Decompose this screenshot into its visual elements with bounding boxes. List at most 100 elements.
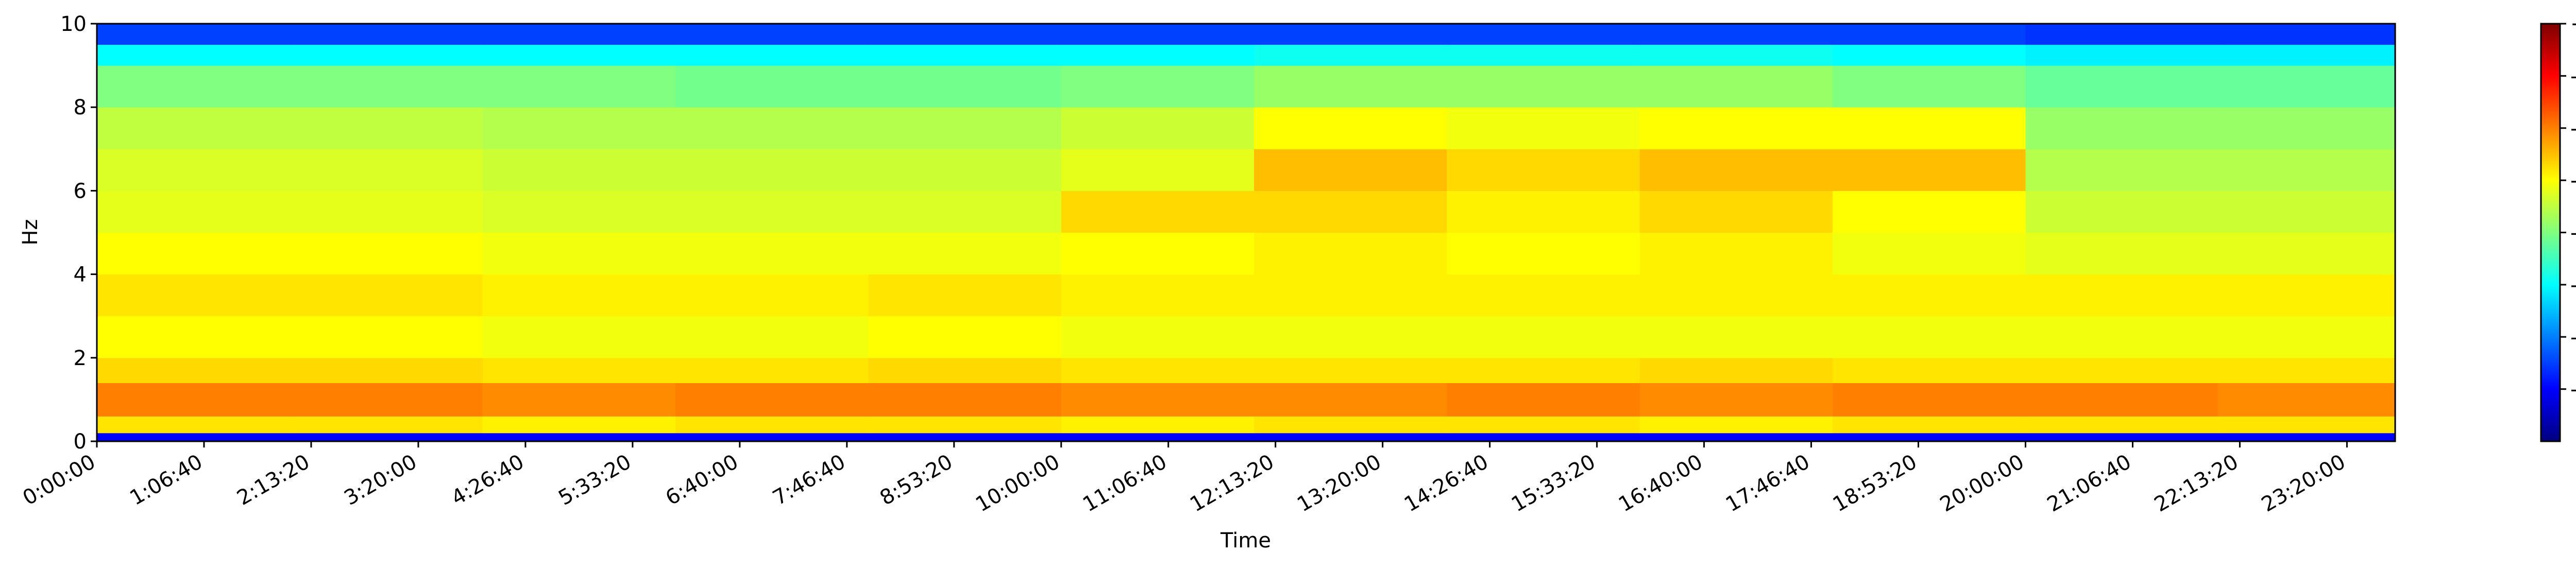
cell [868,149,1062,191]
cell [675,357,869,383]
cell [1254,44,1447,66]
cell [482,433,676,442]
cell [2025,416,2219,434]
cell [1639,191,1833,233]
cell [97,107,290,149]
cell [2025,316,2219,358]
cell [868,107,1062,149]
x-tick-label: 10:00:00 [972,450,1064,517]
x-tick-label: 12:13:20 [1186,450,1278,517]
cell [2025,357,2219,383]
cell [675,232,869,275]
cell [2218,316,2396,358]
cell [482,357,676,383]
cell [1447,416,1640,434]
x-tick-label: 2:13:20 [233,450,314,510]
cell [1061,316,1255,358]
cell [1639,383,1833,417]
cell [97,232,290,275]
cell [1833,416,2026,434]
cell [1061,383,1255,417]
cell [482,24,676,45]
x-tick-label: 15:33:20 [1507,450,1600,517]
colorbar-tick-label: -50 dB [2570,273,2576,297]
cell [1254,149,1447,191]
x-tick-label: 3:20:00 [340,450,421,510]
cell [1254,191,1447,233]
cell [1254,416,1447,434]
cell [675,44,869,66]
cell [290,416,483,434]
cell [290,24,483,45]
cell [2218,232,2396,275]
cell [290,433,483,442]
cell [97,44,290,66]
cell [2218,24,2396,45]
cell [1639,107,1833,149]
cell [1447,65,1640,108]
cell [1254,433,1447,442]
cell [97,433,290,442]
x-tick-label: 18:53:20 [1829,450,1921,517]
cell [1833,44,2026,66]
cell [675,24,869,45]
cell [1061,24,1255,45]
colorbar-tick-label: -40 dB [2570,221,2576,245]
cell [1639,416,1833,434]
cell [290,107,483,149]
cell [1639,65,1833,108]
cell [97,274,290,317]
cell [290,274,483,317]
cell [97,357,290,383]
cell [482,149,676,191]
cell [1447,316,1640,358]
cell [482,274,676,317]
cell [1254,357,1447,383]
x-tick-label: 14:26:40 [1400,450,1493,517]
y-axis-label: Hz [19,219,42,245]
cell [868,191,1062,233]
x-tick-label: 22:13:20 [2150,450,2243,517]
cell [482,191,676,233]
cell [1833,65,2026,108]
cell [482,383,676,417]
cell [1061,65,1255,108]
cell [1639,232,1833,275]
cell [1447,24,1640,45]
cell [1833,316,2026,358]
cell [1639,149,1833,191]
cell [868,24,1062,45]
cell [1061,433,1255,442]
cell [868,383,1062,417]
cell [868,416,1062,434]
cell [1639,24,1833,45]
cell [2025,24,2219,45]
cell [97,65,290,108]
cell [482,107,676,149]
cell [2025,44,2219,66]
cell [290,149,483,191]
cell [675,107,869,149]
cell [2218,416,2396,434]
cell [2218,149,2396,191]
cell [1061,232,1255,275]
cell [1639,274,1833,317]
cell [2218,383,2396,417]
cell [97,316,290,358]
cell [1833,24,2026,45]
cell [1254,232,1447,275]
cell [1639,357,1833,383]
cell [2025,107,2219,149]
cell [868,316,1062,358]
cell [97,416,290,434]
cell [1061,149,1255,191]
x-tick-label: 5:33:20 [554,450,635,510]
y-tick-label: 4 [74,263,87,287]
cell [2218,107,2396,149]
cell [1254,24,1447,45]
cell [1833,232,2026,275]
cell [1833,433,2026,442]
cell [1833,149,2026,191]
cell [482,416,676,434]
